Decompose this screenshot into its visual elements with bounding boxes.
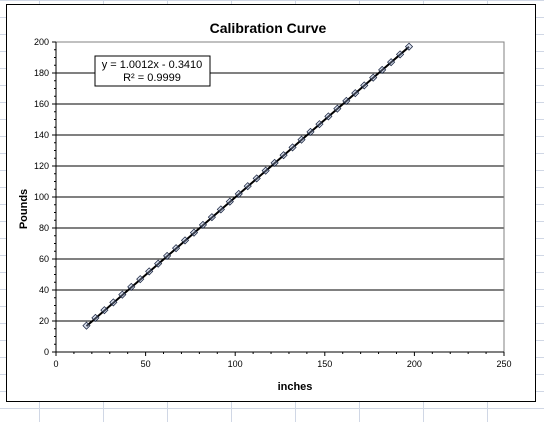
data-point-diamond[interactable] — [127, 282, 136, 291]
data-point-diamond[interactable] — [288, 143, 297, 152]
data-point-diamond[interactable] — [154, 259, 163, 268]
data-point-diamond[interactable] — [109, 298, 118, 307]
data-point-diamond[interactable] — [270, 158, 279, 167]
y-tick-label: 0 — [44, 347, 49, 357]
data-point-diamond[interactable] — [351, 89, 360, 98]
data-point-diamond[interactable] — [387, 58, 396, 67]
x-tick-label: 200 — [407, 359, 422, 369]
x-tick-labels: 0 50 100 150 200 250 — [53, 359, 511, 369]
y-tick-label: 180 — [34, 68, 49, 78]
calibration-chart: 0 50 100 150 200 250 0 20 40 60 80 100 120 140 160 180… — [18, 20, 512, 393]
chart-title: Calibration Curve — [210, 20, 327, 36]
data-point-diamond[interactable] — [404, 42, 414, 51]
y-tick-label: 80 — [39, 223, 49, 233]
y-tick-label: 40 — [39, 285, 49, 295]
y-tick-label: 60 — [39, 254, 49, 264]
data-point-diamond[interactable] — [342, 96, 351, 105]
data-point-diamond[interactable] — [145, 267, 154, 276]
trendline-r-squared: R² = 0.9999 — [123, 72, 181, 84]
data-point-diamond[interactable] — [378, 65, 387, 74]
x-tick-label: 100 — [228, 359, 243, 369]
y-tick-label: 120 — [34, 161, 49, 171]
x-tick-label: 50 — [141, 359, 151, 369]
data-point-diamond[interactable] — [279, 151, 288, 160]
data-point-diamond[interactable] — [91, 313, 100, 322]
data-point-diamond[interactable] — [82, 321, 91, 330]
x-tick-label: 0 — [53, 359, 58, 369]
data-point-diamond[interactable] — [261, 166, 270, 175]
data-point-diamond[interactable] — [234, 189, 243, 198]
data-point-diamond[interactable] — [100, 306, 109, 315]
trendline-equation: y = 1.0012x - 0.3410 — [102, 59, 203, 71]
y-tick-label: 200 — [34, 37, 49, 47]
x-tick-label: 250 — [496, 359, 511, 369]
data-point-diamond[interactable] — [207, 213, 216, 222]
trendline-layer — [85, 46, 410, 327]
data-point-diamond[interactable] — [163, 251, 172, 260]
data-point-diamond[interactable] — [225, 197, 234, 206]
y-tick-label: 100 — [34, 192, 49, 202]
data-point-diamond[interactable] — [395, 50, 405, 59]
data-point-diamond[interactable] — [360, 81, 369, 90]
data-point-diamond[interactable] — [324, 112, 333, 121]
x-axis-title: inches — [278, 381, 313, 393]
trendline[interactable] — [85, 46, 410, 327]
data-point-diamond[interactable] — [171, 244, 181, 253]
y-tick-label: 160 — [34, 99, 49, 109]
data-point-diamond[interactable] — [306, 127, 315, 136]
data-point-diamond[interactable] — [252, 174, 261, 183]
data-point-diamond[interactable] — [369, 73, 378, 82]
y-axis-title: Pounds — [18, 189, 30, 229]
data-point-diamond[interactable] — [315, 120, 324, 129]
y-tick-label: 20 — [39, 316, 49, 326]
data-point-diamond[interactable] — [136, 275, 145, 284]
chart-area[interactable]: 0 50 100 150 200 250 0 20 40 60 80 100 120 140 160 180… — [6, 4, 536, 402]
data-point-diamond[interactable] — [180, 236, 190, 245]
x-tick-label: 150 — [317, 359, 332, 369]
data-point-diamond[interactable] — [297, 135, 306, 144]
data-point-diamond[interactable] — [243, 182, 252, 191]
data-point-diamond[interactable] — [333, 104, 342, 113]
data-points — [82, 42, 414, 330]
data-point-diamond[interactable] — [198, 220, 208, 229]
axes — [52, 41, 505, 356]
y-tick-label: 140 — [34, 130, 49, 140]
data-point-diamond[interactable] — [216, 205, 225, 214]
y-tick-labels: 0 20 40 60 80 100 120 140 160 180 200 — [34, 37, 49, 357]
data-point-diamond[interactable] — [189, 228, 199, 237]
data-point-diamond[interactable] — [118, 290, 127, 299]
trendline-equation-box[interactable]: y = 1.0012x - 0.3410 R² = 0.9999 — [94, 55, 211, 87]
